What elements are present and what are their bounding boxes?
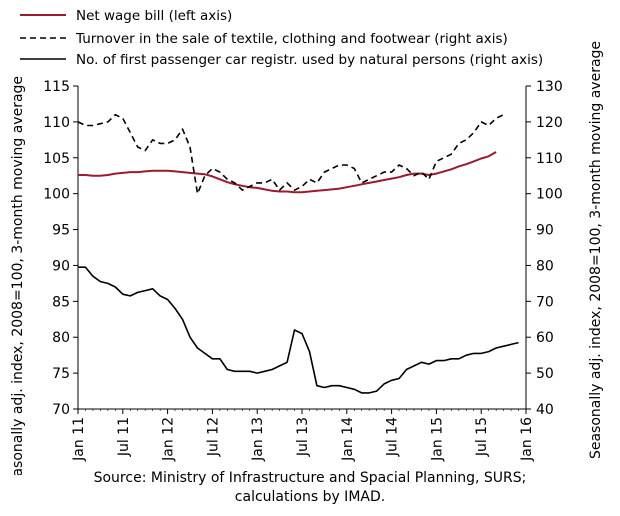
y-right-tick-label: 70: [536, 294, 554, 310]
axes: 70 75 80 85 90 95 100 105 110 115 40 50 60 70 80 90 100 1…: [43, 41, 604, 462]
y-right-tick-label: 130: [536, 79, 563, 95]
y-right-tick-label: 40: [536, 402, 554, 418]
y-left-tick-label: 80: [52, 330, 70, 346]
x-tick-label: Jul 11: [116, 417, 132, 457]
x-tick-label: Jul 13: [295, 417, 311, 457]
y-left-axis-title: Seasonally adj. index, 2008=100, 3-month…: [10, 76, 26, 475]
series-line-turnover: [77, 113, 504, 195]
x-tick-label: Jul 14: [385, 417, 401, 457]
legend-label-turnover: Turnover in the sale of textile, clothin…: [75, 31, 508, 47]
y-left-tick-label: 90: [52, 258, 70, 274]
y-right-tick-label: 80: [536, 258, 554, 274]
legend: Net wage bill (left axis) Turnover in th…: [20, 8, 543, 68]
y-left-tick-label: 85: [52, 294, 70, 310]
x-tick-label: Jan 12: [161, 417, 177, 462]
plot-area: [77, 113, 519, 394]
y-right-tick-label: 90: [536, 223, 554, 239]
series-line-car-registrations: [78, 266, 519, 394]
x-tick-label: Jan 16: [519, 417, 535, 462]
y-left-tick-label: 105: [43, 151, 70, 167]
y-right-tick-label: 100: [536, 187, 563, 203]
source-line-2: calculations by IMAD.: [234, 489, 386, 505]
y-right-tick-label: 50: [536, 366, 554, 382]
series-line-net-wage-bill: [78, 151, 497, 194]
y-right-tick-label: 60: [536, 330, 554, 346]
y-left-tick-label: 110: [43, 115, 70, 131]
x-tick-label: Jan 15: [429, 417, 445, 462]
y-right-tick-label: 120: [536, 115, 563, 131]
y-right-tick-label: 110: [536, 151, 563, 167]
y-left-tick-label: 115: [43, 79, 70, 95]
legend-label-net-wage-bill: Net wage bill (left axis): [76, 8, 232, 24]
y-left-tick-label: 75: [52, 366, 70, 382]
x-tick-label: Jul 12: [205, 417, 221, 457]
y-left-tick-label: 95: [52, 223, 70, 239]
x-tick-label: Jan 11: [71, 417, 87, 462]
source-line-1: Source: Ministry of Infrastructure and S…: [93, 470, 527, 486]
y-left-tick-label: 70: [52, 402, 70, 418]
x-tick-label: Jan 13: [250, 417, 266, 462]
source-note: Source: Ministry of Infrastructure and S…: [0, 469, 620, 507]
x-tick-label: Jul 15: [474, 417, 490, 457]
x-tick-label: Jan 14: [340, 417, 356, 462]
chart: Net wage bill (left axis) Turnover in th…: [10, 8, 604, 475]
legend-label-car-registrations: No. of first passenger car registr. used…: [76, 52, 543, 68]
y-right-axis-title: Seasonally adj. index, 2008=100, 3-month…: [588, 41, 604, 459]
y-left-tick-label: 100: [43, 187, 70, 203]
